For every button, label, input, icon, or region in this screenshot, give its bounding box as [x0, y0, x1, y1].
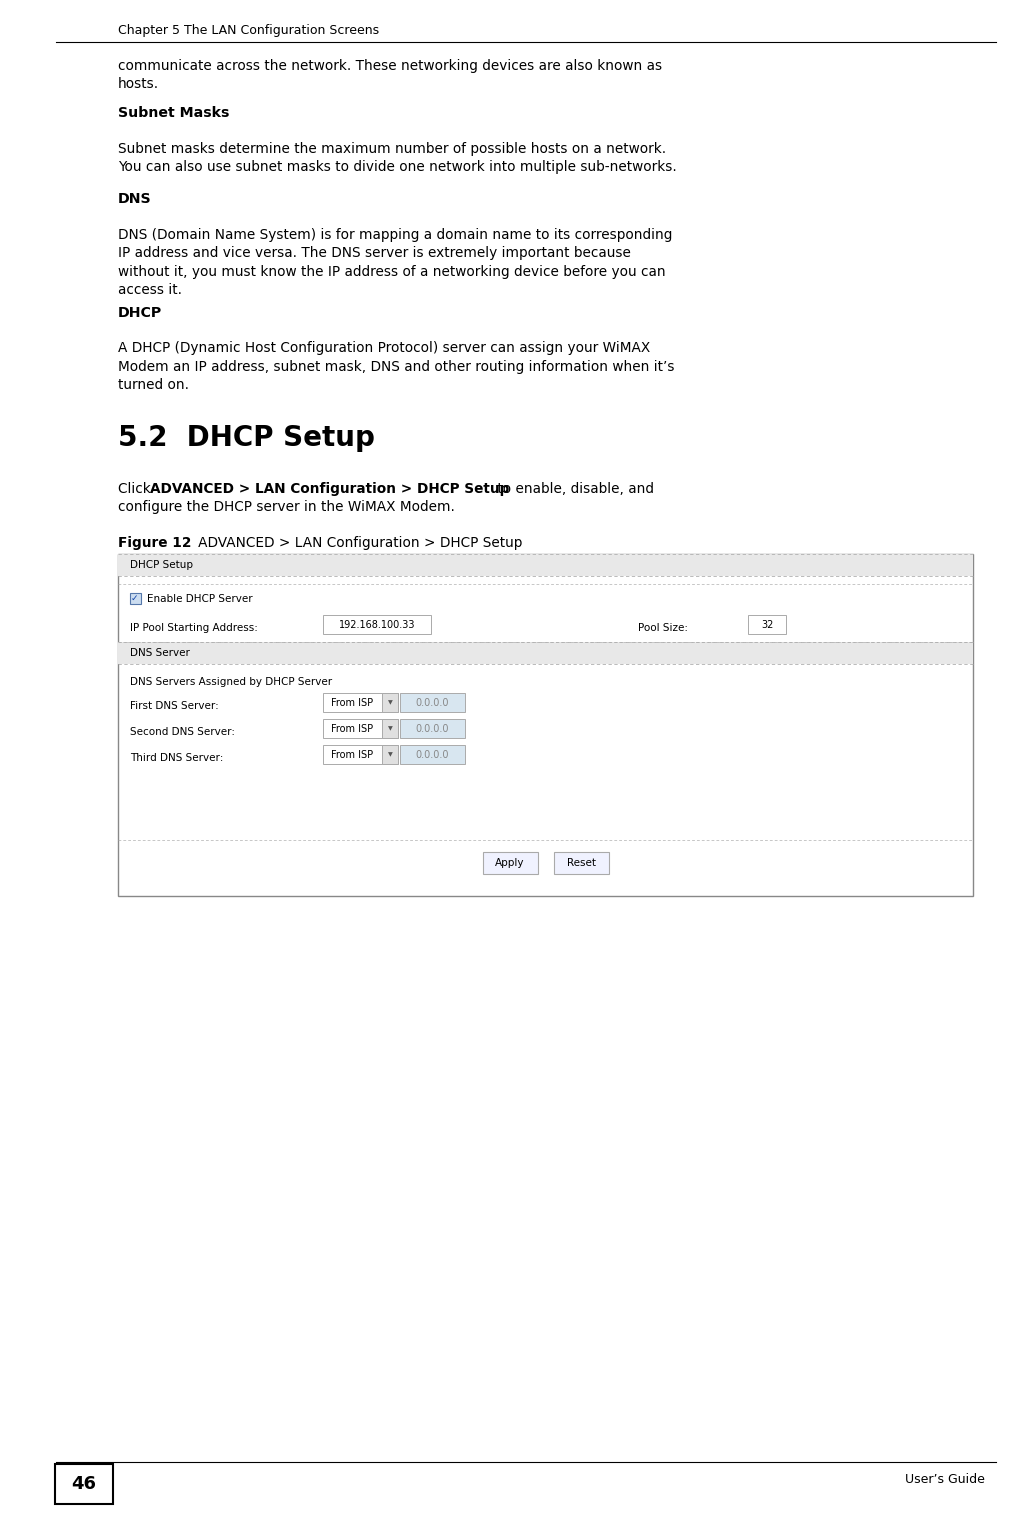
Text: Modem an IP address, subnet mask, DNS and other routing information when it’s: Modem an IP address, subnet mask, DNS an… [118, 360, 674, 373]
Text: 0.0.0.0: 0.0.0.0 [416, 724, 449, 733]
Text: DHCP Setup: DHCP Setup [130, 559, 193, 570]
Text: First DNS Server:: First DNS Server: [130, 701, 218, 710]
Text: Enable DHCP Server: Enable DHCP Server [147, 594, 252, 604]
Text: Figure 12: Figure 12 [118, 536, 192, 550]
Text: 46: 46 [72, 1475, 96, 1494]
Text: Chapter 5 The LAN Configuration Screens: Chapter 5 The LAN Configuration Screens [118, 24, 379, 37]
Text: ▼: ▼ [387, 700, 393, 706]
Bar [118, 555, 973, 896]
Text: ▼: ▼ [387, 751, 393, 757]
Text: Apply: Apply [495, 858, 525, 869]
Bar [323, 693, 398, 712]
Text: Third DNS Server:: Third DNS Server: [130, 753, 223, 762]
Text: Subnet masks determine the maximum number of possible hosts on a network.: Subnet masks determine the maximum numbe… [118, 142, 666, 155]
Bar [55, 1465, 113, 1504]
Text: DNS Servers Assigned by DHCP Server: DNS Servers Assigned by DHCP Server [130, 677, 332, 687]
Bar [323, 616, 430, 634]
Bar [400, 719, 465, 738]
Text: DNS (Domain Name System) is for mapping a domain name to its corresponding: DNS (Domain Name System) is for mapping … [118, 229, 672, 242]
Text: to enable, disable, and: to enable, disable, and [493, 482, 654, 495]
Bar [382, 719, 398, 738]
Bar [483, 852, 537, 873]
Text: From ISP: From ISP [331, 750, 373, 759]
Text: User’s Guide: User’s Guide [905, 1474, 985, 1486]
Text: ✓: ✓ [130, 594, 138, 604]
Bar [400, 693, 465, 712]
Text: 5.2  DHCP Setup: 5.2 DHCP Setup [118, 424, 375, 453]
Text: ADVANCED > LAN Configuration > DHCP Setup: ADVANCED > LAN Configuration > DHCP Setu… [150, 482, 509, 495]
Text: 32: 32 [761, 619, 773, 629]
Bar [323, 719, 398, 738]
Text: From ISP: From ISP [331, 724, 373, 733]
Text: DHCP: DHCP [118, 306, 162, 320]
Text: without it, you must know the IP address of a networking device before you can: without it, you must know the IP address… [118, 265, 665, 279]
Bar [748, 616, 786, 634]
Bar [118, 555, 973, 576]
Text: configure the DHCP server in the WiMAX Modem.: configure the DHCP server in the WiMAX M… [118, 500, 455, 515]
Text: 0.0.0.0: 0.0.0.0 [416, 750, 449, 759]
Text: From ISP: From ISP [331, 698, 373, 707]
Bar [130, 593, 141, 604]
Bar [400, 745, 465, 764]
Text: DNS Server: DNS Server [130, 648, 190, 658]
Text: access it.: access it. [118, 283, 182, 297]
Text: 0.0.0.0: 0.0.0.0 [416, 698, 449, 707]
Text: IP Pool Starting Address:: IP Pool Starting Address: [130, 622, 258, 632]
Text: Click: Click [118, 482, 155, 495]
Text: IP address and vice versa. The DNS server is extremely important because: IP address and vice versa. The DNS serve… [118, 247, 630, 261]
Text: ▼: ▼ [387, 725, 393, 732]
Text: Reset: Reset [567, 858, 596, 869]
Text: turned on.: turned on. [118, 378, 189, 392]
Text: communicate across the network. These networking devices are also known as: communicate across the network. These ne… [118, 59, 662, 73]
Bar [382, 745, 398, 764]
Text: Pool Size:: Pool Size: [638, 622, 688, 632]
Text: Subnet Masks: Subnet Masks [118, 107, 230, 120]
Text: hosts.: hosts. [118, 78, 159, 91]
Bar [323, 745, 398, 764]
Text: ADVANCED > LAN Configuration > DHCP Setup: ADVANCED > LAN Configuration > DHCP Setu… [184, 536, 523, 550]
Bar [118, 642, 973, 664]
Text: DNS: DNS [118, 192, 152, 206]
Text: You can also use subnet masks to divide one network into multiple sub-networks.: You can also use subnet masks to divide … [118, 160, 676, 175]
Bar [554, 852, 609, 873]
Text: Second DNS Server:: Second DNS Server: [130, 727, 235, 736]
Text: 192.168.100.33: 192.168.100.33 [338, 619, 415, 629]
Text: A DHCP (Dynamic Host Configuration Protocol) server can assign your WiMAX: A DHCP (Dynamic Host Configuration Proto… [118, 341, 650, 355]
Bar [382, 693, 398, 712]
